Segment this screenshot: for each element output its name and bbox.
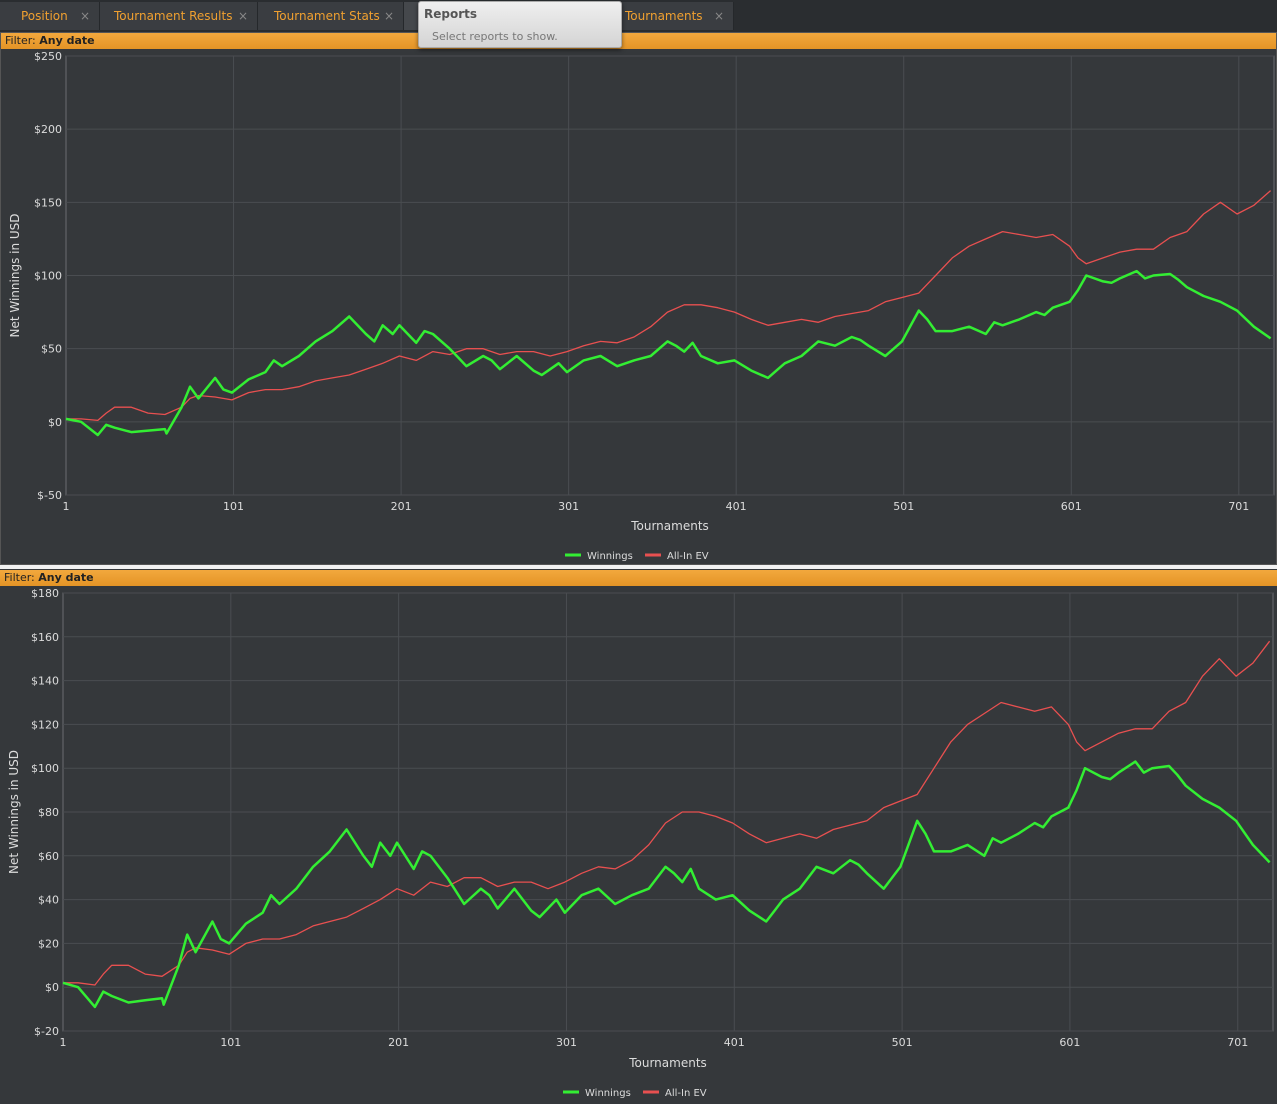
x-tick-label: 101: [220, 1036, 241, 1049]
filter-bar[interactable]: Filter: Any date: [1, 33, 1276, 49]
tab-tournament-results[interactable]: Tournament Results ×: [100, 2, 258, 30]
y-tick-label: $20: [38, 937, 59, 950]
winnings-series-line: [65, 269, 1272, 437]
x-tick-label: 301: [556, 1036, 577, 1049]
tab-label: Tournament Stats: [274, 9, 380, 23]
x-tick-label: 401: [724, 1036, 745, 1049]
y-tick-label: $-20: [34, 1025, 59, 1038]
allin-ev-series-line: [66, 190, 1272, 422]
close-icon[interactable]: ×: [383, 9, 395, 23]
tab-tournaments[interactable]: Tournaments ×: [610, 2, 734, 30]
filter-label: Filter:: [4, 571, 35, 584]
x-axis-label: Tournaments: [630, 519, 709, 533]
tooltip-title: Reports: [424, 7, 478, 21]
y-tick-label: $60: [38, 850, 59, 863]
net-winnings-chart: $-20 $0 $20 $40 $60 $80 $100 $120 $140 $160 $180 1 1…: [7, 587, 1274, 1099]
y-axis-label: Net Winnings in USD: [8, 213, 22, 337]
x-tick-label: 701: [1227, 1036, 1248, 1049]
y-tick-label: $-50: [37, 489, 62, 502]
legend-label: All-In EV: [665, 1088, 707, 1099]
filter-label: Filter:: [5, 34, 36, 47]
y-tick-label: $100: [34, 270, 62, 283]
x-tick-label: 601: [1061, 500, 1082, 513]
legend-label: Winnings: [585, 1088, 631, 1099]
y-tick-label: $120: [31, 718, 59, 731]
net-winnings-chart: $-50 $0 $50 $100 $150 $200 $250 1 101 201 301 401 50…: [8, 50, 1275, 562]
tab-label: Tournaments: [625, 9, 703, 23]
y-tick-label: $80: [38, 806, 59, 819]
tab-label: Position: [21, 9, 68, 23]
filter-bar[interactable]: Filter: Any date: [0, 570, 1277, 586]
x-axis-label: Tournaments: [628, 1056, 707, 1070]
x-tick-label: 1: [63, 500, 70, 513]
tooltip-subtitle: Select reports to show.: [432, 30, 558, 43]
x-tick-label: 201: [388, 1036, 409, 1049]
report-panel-1: Filter: Any date $-50 $0 $50 $100 $150 $200 $2…: [0, 32, 1277, 565]
y-tick-label: $250: [34, 50, 62, 63]
allin-ev-series-line: [63, 640, 1271, 986]
panel-separator: [0, 565, 1277, 569]
y-tick-label: $40: [38, 894, 59, 907]
close-icon[interactable]: ×: [237, 9, 249, 23]
close-icon[interactable]: ×: [79, 9, 91, 23]
y-tick-label: $100: [31, 762, 59, 775]
x-tick-label: 501: [892, 1036, 913, 1049]
winnings-series-line: [62, 760, 1271, 1009]
x-tick-label: 301: [558, 500, 579, 513]
y-tick-label: $140: [31, 675, 59, 688]
y-tick-label: $180: [31, 587, 59, 600]
report-panel-2: Filter: Any date $-20 $0 $20 $40 $60 $80 $100 $…: [0, 569, 1277, 1104]
filter-value: Any date: [39, 34, 95, 47]
tab-position[interactable]: Position ×: [0, 2, 100, 30]
reports-tooltip: Reports Select reports to show.: [418, 1, 622, 48]
x-tick-label: 601: [1059, 1036, 1080, 1049]
tab-label: Tournament Results: [114, 9, 233, 23]
y-tick-label: $150: [34, 196, 62, 209]
y-tick-label: $0: [48, 416, 62, 429]
tab-tournament-stats[interactable]: Tournament Stats ×: [258, 2, 404, 30]
x-tick-label: 501: [893, 500, 914, 513]
legend-label: Winnings: [587, 551, 633, 562]
filter-value: Any date: [38, 571, 94, 584]
y-tick-label: $0: [45, 981, 59, 994]
legend-label: All-In EV: [667, 551, 709, 562]
x-tick-label: 101: [223, 500, 244, 513]
tab-bar: Position × Tournament Results × Tourname…: [0, 0, 1277, 32]
x-tick-label: 401: [726, 500, 747, 513]
y-axis-label: Net Winnings in USD: [7, 750, 21, 874]
x-tick-label: 1: [60, 1036, 67, 1049]
close-icon[interactable]: ×: [713, 9, 725, 23]
y-tick-label: $200: [34, 123, 62, 136]
x-tick-label: 201: [391, 500, 412, 513]
y-tick-label: $50: [41, 343, 62, 356]
x-tick-label: 701: [1228, 500, 1249, 513]
y-tick-label: $160: [31, 631, 59, 644]
